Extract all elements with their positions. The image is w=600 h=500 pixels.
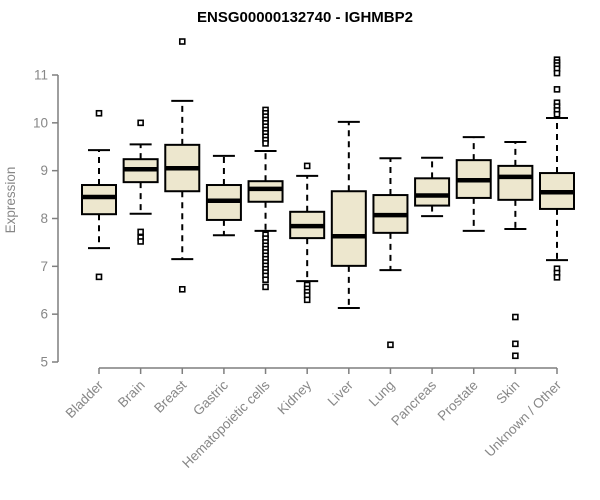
outlier-point bbox=[553, 110, 561, 118]
outlier-point bbox=[387, 341, 394, 349]
outlier-point bbox=[178, 38, 186, 45]
x-tick-label-gastric: Gastric bbox=[190, 377, 231, 418]
y-axis-label: Expression bbox=[3, 167, 18, 234]
box-group-prostate bbox=[455, 136, 492, 232]
iqr-box bbox=[81, 184, 117, 216]
y-tick-label: 8 bbox=[40, 211, 48, 226]
iqr-box bbox=[497, 164, 534, 201]
y-tick-label: 9 bbox=[40, 163, 48, 178]
iqr-box bbox=[330, 190, 367, 267]
outlier-point bbox=[512, 340, 519, 348]
x-tick-label-prostate: Prostate bbox=[435, 378, 481, 424]
y-tick-label: 11 bbox=[34, 68, 48, 83]
y-tick-label: 7 bbox=[40, 259, 48, 274]
box-group-brain bbox=[122, 119, 159, 245]
iqr-box bbox=[247, 180, 284, 203]
box-group-kidney bbox=[289, 162, 326, 304]
x-tick-label-skin: Skin bbox=[493, 378, 522, 407]
x-tick-label-liver: Liver bbox=[325, 377, 357, 409]
outlier-point bbox=[137, 228, 144, 236]
box-group-pancreas bbox=[414, 156, 451, 218]
outlier-point bbox=[262, 283, 269, 291]
outlier-point bbox=[553, 69, 561, 77]
x-tick-label-brain: Brain bbox=[115, 378, 148, 411]
x-tick-label-unknown-other: Unknown / Other bbox=[482, 377, 565, 460]
box-group-breast bbox=[164, 38, 201, 293]
outlier-point bbox=[303, 296, 311, 304]
outlier-point bbox=[262, 140, 269, 147]
x-tick-label-bladder: Bladder bbox=[63, 377, 107, 421]
x-tick-label-lung: Lung bbox=[366, 378, 398, 410]
axes-layer: 5 6 7 8 9 10 11 Expression Bladder Brain Breast Gas… bbox=[3, 68, 564, 471]
outlier-point bbox=[95, 273, 103, 281]
outlier-point bbox=[553, 274, 561, 281]
box-group-hematopoietic-cells bbox=[247, 106, 284, 291]
box-group-gastric bbox=[205, 154, 242, 237]
iqr-box bbox=[414, 177, 451, 207]
box-group-liver bbox=[330, 120, 367, 309]
outlier-point bbox=[95, 109, 103, 117]
outlier-point bbox=[262, 276, 269, 284]
outlier-point bbox=[178, 285, 186, 293]
y-tick-label: 5 bbox=[40, 355, 48, 370]
outlier-point bbox=[137, 238, 144, 245]
box-group-bladder bbox=[81, 109, 117, 281]
chart-title: ENSG00000132740 - IGHMBP2 bbox=[197, 9, 413, 26]
box-group-lung bbox=[372, 157, 409, 349]
boxes-layer bbox=[81, 38, 575, 360]
outlier-point bbox=[303, 162, 311, 170]
outlier-point bbox=[512, 313, 519, 321]
x-tick-label-breast: Breast bbox=[151, 377, 189, 415]
y-tick-label: 6 bbox=[40, 307, 48, 322]
box-group-unknown-other bbox=[539, 56, 575, 281]
x-tick-label-pancreas: Pancreas bbox=[388, 377, 439, 428]
box-group-skin bbox=[497, 140, 534, 360]
outlier-point bbox=[137, 119, 144, 127]
outlier-point bbox=[512, 352, 519, 360]
y-tick-label: 10 bbox=[33, 115, 48, 130]
outlier-point bbox=[553, 86, 561, 93]
x-tick-label-kidney: Kidney bbox=[275, 377, 315, 417]
